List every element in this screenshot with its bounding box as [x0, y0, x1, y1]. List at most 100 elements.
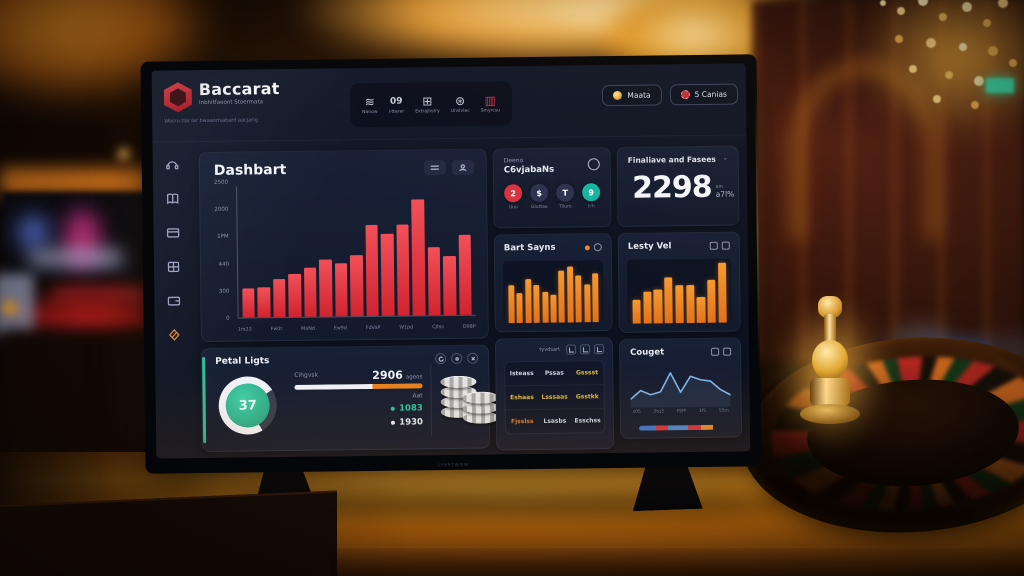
chart-user-button[interactable] [451, 159, 474, 175]
totals-card: Petal Ligts 37 Cihgvsk 2906 ageos [201, 344, 499, 453]
revenue-card: Finaliave and Fasees ⌄ 2298 um a7l% [616, 145, 740, 227]
bar [696, 297, 706, 323]
square-icon[interactable] [711, 347, 720, 356]
diamond-icon[interactable] [167, 328, 180, 341]
tv-content [16, 214, 50, 250]
board-cell[interactable]: Gsstkk [570, 385, 604, 410]
nav-item-grid[interactable]: ⊞ Extrajhstry [415, 93, 440, 114]
board-cell[interactable]: Esschss [574, 417, 601, 425]
bullet-dot [391, 420, 396, 425]
progress-note: Aat [412, 392, 423, 400]
trends-line-chart [629, 365, 732, 408]
square-icon[interactable] [709, 241, 718, 250]
board-cell[interactable]: Lsasbs [543, 417, 567, 425]
ring-icon[interactable] [593, 243, 602, 252]
nav-item-wheel[interactable]: ⊛ Uhslvlec [450, 93, 470, 114]
trends-legend-bar [638, 424, 723, 431]
board-cell[interactable]: Isteass [505, 361, 539, 387]
page-title: Dashbart [213, 162, 287, 179]
bar [334, 263, 348, 317]
stat-item[interactable]: 9 h'h [582, 183, 601, 209]
legend-segment [687, 424, 702, 431]
bar [533, 285, 540, 323]
desk-front [0, 490, 337, 576]
top-navigation: ≋ Nanow 09 I-tterer ⊞ Extrajhstry ⊛ Uhsl… [349, 81, 513, 128]
close-icon[interactable] [467, 352, 479, 364]
trends-card-icons [711, 347, 732, 356]
bullet-dot [391, 406, 396, 411]
bar [653, 289, 663, 324]
bar [664, 277, 674, 324]
chevron-down-icon[interactable]: ⌄ [722, 154, 728, 162]
table-icon[interactable] [166, 260, 179, 273]
nav-item-chart[interactable]: ▥ Smyrcsu [480, 92, 501, 114]
nav-item-09[interactable]: 09 I-tterer [388, 96, 405, 115]
layout-icon[interactable] [579, 344, 591, 355]
revenue-title: Finaliave and Fasees [627, 154, 716, 165]
desk-shadow [330, 548, 1024, 576]
poker-chip [440, 375, 477, 389]
topbar-actions: Maata 5 Canias [602, 83, 739, 107]
bar [592, 273, 599, 323]
wallet-icon[interactable] [167, 294, 180, 307]
orange-dot-icon[interactable] [584, 244, 590, 250]
revenue-unit: um a7l% [715, 184, 735, 199]
board-cell[interactable]: Eshaas [505, 385, 539, 411]
trends-x-labels: s05 2tq3 F9fP 3f5 55m [632, 408, 729, 415]
nav-item-waves[interactable]: ≋ Nanow [362, 94, 378, 115]
board-cell[interactable]: Gsssst [570, 361, 604, 386]
bar [516, 293, 524, 324]
chart-red-icon: ▥ [484, 92, 496, 108]
app-subtitle: Inbhitfaeont Stoermata [198, 99, 264, 107]
app-logo: Baccarat Inbhitfaeont Stoermata [164, 79, 280, 112]
refresh-icon[interactable] [435, 353, 447, 365]
headset-icon[interactable] [165, 158, 178, 171]
app-tagline: Wasru tlar lar bwaaorlsabard aacjarig [164, 117, 259, 125]
chart-filter-button[interactable] [423, 160, 446, 176]
board-cell[interactable]: Lsssaas [538, 385, 572, 410]
progress-bar[interactable] [294, 383, 423, 390]
sidebar [152, 142, 194, 458]
bar [257, 286, 271, 318]
bullet-item: 1083 [391, 403, 423, 414]
stat-badge: 9 [582, 183, 601, 202]
roulette-turret [800, 296, 860, 436]
daily-bar-chart [626, 258, 732, 324]
bar [443, 256, 457, 316]
square-icon[interactable] [723, 347, 732, 356]
progress-orange-segment [372, 383, 423, 389]
bar [525, 278, 532, 324]
casinos-button[interactable]: 5 Canias [669, 83, 739, 106]
topbar: Baccarat Inbhitfaeont Stoermata Wasru tl… [151, 63, 747, 143]
layout-icon[interactable] [565, 344, 577, 355]
board-cell[interactable]: Pssas [537, 361, 571, 386]
turret-cylinder [810, 378, 850, 406]
coin-icon [613, 90, 623, 101]
target-icon[interactable] [451, 352, 463, 365]
stat-badge: 2 [504, 184, 523, 203]
layout-icon[interactable] [593, 344, 605, 355]
stat-item[interactable]: 2 Uou [504, 184, 523, 210]
bar [632, 299, 641, 324]
progress-value-row: 2906 ageos [372, 368, 423, 382]
coins-button[interactable]: Maata [602, 84, 662, 107]
stat-item[interactable]: $ Gluttaa [530, 183, 549, 210]
bar [675, 284, 684, 324]
legend-segment [701, 424, 713, 430]
book-icon[interactable] [166, 192, 179, 205]
board-cell[interactable]: Fjsslss [510, 418, 534, 426]
waves-icon: ≋ [364, 94, 375, 109]
square-icon[interactable] [721, 241, 730, 250]
progress-zone: Cihgvsk 2906 ageos Aat 1083 [294, 368, 423, 429]
games-more-button[interactable] [587, 158, 600, 171]
card-icon[interactable] [166, 226, 179, 239]
bar [411, 199, 426, 316]
revenue-value: 2298 [631, 169, 712, 206]
bar [242, 288, 256, 318]
totals-card-icons [435, 352, 479, 365]
bokeh [118, 148, 130, 160]
crystal-chandelier [880, 0, 886, 6]
exit-sign [986, 78, 1014, 93]
stat-item[interactable]: T Tilum [556, 183, 575, 210]
